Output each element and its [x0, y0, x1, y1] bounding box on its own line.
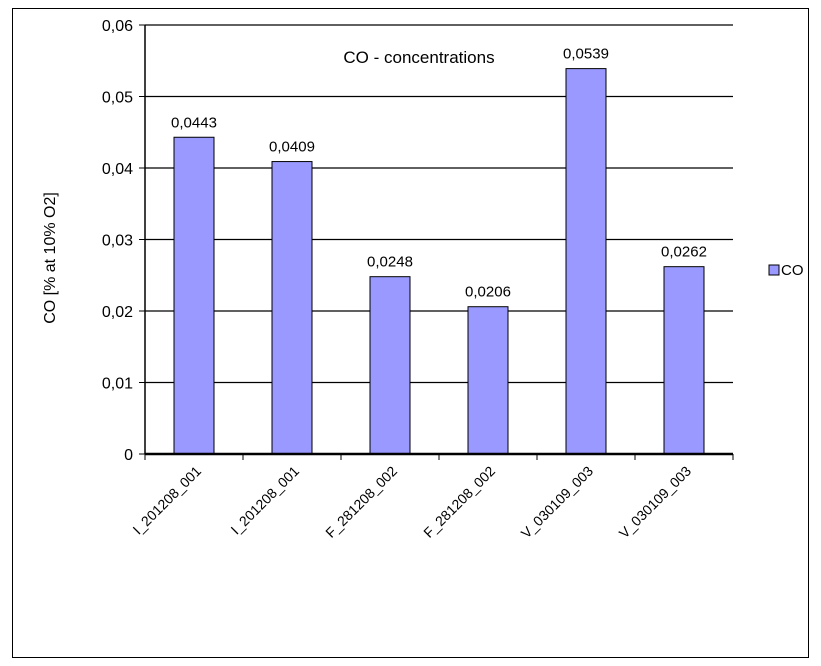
y-tick-label-3: 0,03 — [102, 233, 133, 250]
y-tick-label-2: 0,02 — [102, 304, 133, 321]
legend: CO — [768, 262, 804, 279]
chart-title: CO - concentrations — [343, 48, 494, 67]
y-axis-title: CO [% at 10% O2] — [42, 192, 59, 324]
bar-5 — [663, 266, 705, 455]
x-category-label-5: V_030109_003 — [616, 463, 695, 542]
x-category-label-4: V_030109_003 — [518, 463, 597, 542]
x-category-label-0: I_201208_001 — [129, 463, 204, 538]
x-ticks: I_201208_001 I_201208_001 F_281208_002 F_28… — [129, 454, 734, 542]
data-label-2: 0,0248 — [367, 254, 413, 271]
data-label-4: 0,0539 — [563, 46, 609, 63]
bars — [173, 68, 705, 455]
legend-swatch-co — [768, 264, 780, 276]
y-tick-label-5: 0,05 — [102, 90, 133, 107]
data-label-0: 0,0443 — [171, 114, 217, 131]
y-ticks: 0 0,01 0,02 0,03 0,04 0,05 0,06 — [102, 18, 145, 464]
x-category-label-1: I_201208_001 — [227, 463, 302, 538]
bar-0 — [173, 136, 215, 455]
bar-4 — [565, 68, 607, 455]
data-labels: 0,0443 0,0409 0,0248 0,0206 0,0539 0,0262 — [171, 46, 707, 301]
y-tick-label-6: 0,06 — [102, 18, 133, 35]
y-tick-label-1: 0,01 — [102, 376, 133, 393]
bar-2 — [369, 276, 411, 455]
x-category-label-2: F_281208_002 — [322, 463, 400, 541]
data-label-5: 0,0262 — [661, 244, 707, 261]
bar-3 — [467, 306, 509, 455]
x-category-label-3: F_281208_002 — [420, 463, 498, 541]
co-bar-chart: CO - concentrations 0 0,01 0,02 0,03 0,04 0,0… — [42, 18, 804, 542]
y-tick-label-4: 0,04 — [102, 161, 133, 178]
legend-label-co: CO — [781, 262, 804, 279]
data-label-1: 0,0409 — [269, 139, 315, 156]
chart-frame: CO - concentrations 0 0,01 0,02 0,03 0,04 0,0… — [12, 8, 809, 658]
y-tick-label-0: 0 — [124, 447, 133, 464]
bar-1 — [271, 161, 313, 455]
gridlines — [145, 24, 733, 384]
data-label-3: 0,0206 — [465, 284, 511, 301]
